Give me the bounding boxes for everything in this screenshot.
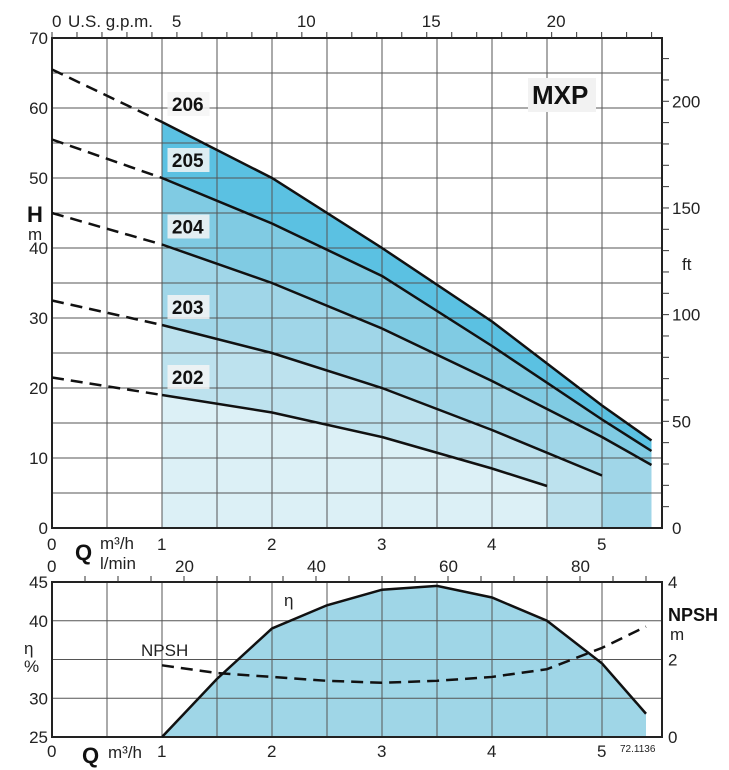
lmin-axis-label: l/min [100, 554, 136, 573]
curve-202 [161, 393, 548, 488]
eta-tick-label: 30 [29, 689, 48, 708]
curve-206 [161, 120, 653, 442]
ft-tick-label: 100 [672, 306, 700, 325]
npsh-curve [161, 625, 647, 685]
lmin-tick-label: 20 [175, 557, 194, 576]
curve-label-205: 205 [172, 151, 204, 172]
x-axis-unit-bottom: m³/h [108, 743, 142, 762]
gpm-tick-label: 5 [172, 12, 181, 31]
y-tick-label: 30 [29, 309, 48, 328]
x-tick-label: 2 [267, 535, 276, 554]
title-bg [528, 78, 596, 112]
curve-label-202: 202 [172, 368, 204, 389]
npsh-axis-label: NPSH [668, 605, 718, 625]
npsh-tick-label: 2 [668, 651, 677, 670]
ft-tick-label: 150 [672, 199, 700, 218]
x-tick-label: 2 [267, 742, 276, 761]
x-tick-label: 5 [597, 535, 606, 554]
q-axis-label-bottom: Q [82, 743, 99, 768]
curve-label-206: 206 [172, 95, 204, 116]
curve-label-204: 204 [172, 218, 204, 239]
curve-204 [161, 243, 653, 467]
efficiency-fill [162, 585, 646, 737]
curve-dashed-204 [51, 211, 163, 246]
ft-axis-label: ft [682, 255, 692, 274]
npsh-tick-label: 0 [668, 728, 677, 747]
eta-axis-label: η [24, 639, 33, 658]
y-tick-label: 60 [29, 99, 48, 118]
eta-tick-label: 40 [29, 612, 48, 631]
ft-tick-label: 200 [672, 92, 700, 111]
npsh-curve-label: NPSH [141, 641, 188, 660]
gpm-tick-label: 0 [52, 12, 61, 31]
y-tick-label: 10 [29, 449, 48, 468]
plot-frame-top [51, 37, 663, 529]
gpm-tick-label: 20 [547, 12, 566, 31]
x-tick-label: 1 [157, 535, 166, 554]
lmin-tick-label: 60 [439, 557, 458, 576]
curve-label-bg [167, 214, 210, 239]
x-tick-label: 0 [47, 742, 56, 761]
x-axis-unit: m³/h [100, 534, 134, 553]
curve-label-bg [167, 92, 210, 116]
lmin-tick-label: 40 [307, 557, 326, 576]
efficiency-curve-label: η [284, 591, 293, 610]
eta-tick-label: 45 [29, 573, 48, 592]
curve-dashed-206 [51, 68, 163, 124]
eta-tick-label: 25 [29, 728, 48, 747]
npsh-tick-label: 4 [668, 573, 677, 592]
x-tick-label: 5 [597, 742, 606, 761]
ft-tick-label: 50 [672, 412, 691, 431]
q-axis-label: Q [75, 540, 92, 565]
curve-label-bg [167, 148, 210, 172]
y-tick-label: 50 [29, 169, 48, 188]
lmin-tick-label: 0 [47, 557, 56, 576]
curve-label-bg [167, 365, 210, 389]
x-tick-label: 0 [47, 535, 56, 554]
y-tick-label: 20 [29, 379, 48, 398]
curve-label-203: 203 [172, 298, 204, 319]
lmin-tick-label: 80 [571, 557, 590, 576]
x-tick-label: 4 [487, 535, 496, 554]
gpm-axis-label: U.S. g.p.m. [68, 12, 153, 31]
x-tick-label: 1 [157, 742, 166, 761]
npsh-axis-unit: m [670, 625, 684, 644]
y-tick-label: 70 [29, 29, 48, 48]
curve-label-bg [167, 295, 210, 319]
gpm-tick-label: 10 [297, 12, 316, 31]
x-tick-label: 3 [377, 742, 386, 761]
y-tick-label: 0 [39, 519, 48, 538]
eta-axis-unit: % [24, 657, 39, 676]
x-tick-label: 3 [377, 535, 386, 554]
y-axis-label-unit: m [28, 225, 42, 244]
curve-fill-202 [162, 395, 547, 528]
chart-code: 72.1136 [620, 744, 656, 755]
chart-title: MXP [532, 80, 588, 110]
curve-dashed-205 [51, 138, 163, 180]
y-axis-label-H: H [27, 202, 43, 227]
curve-203 [161, 323, 603, 477]
plot-frame-bottom [51, 581, 663, 738]
y-tick-label: 40 [29, 239, 48, 258]
curve-205 [161, 176, 653, 453]
ft-tick-label: 0 [672, 519, 681, 538]
x-tick-label: 4 [487, 742, 496, 761]
gpm-tick-label: 15 [422, 12, 441, 31]
efficiency-curve [161, 584, 647, 738]
